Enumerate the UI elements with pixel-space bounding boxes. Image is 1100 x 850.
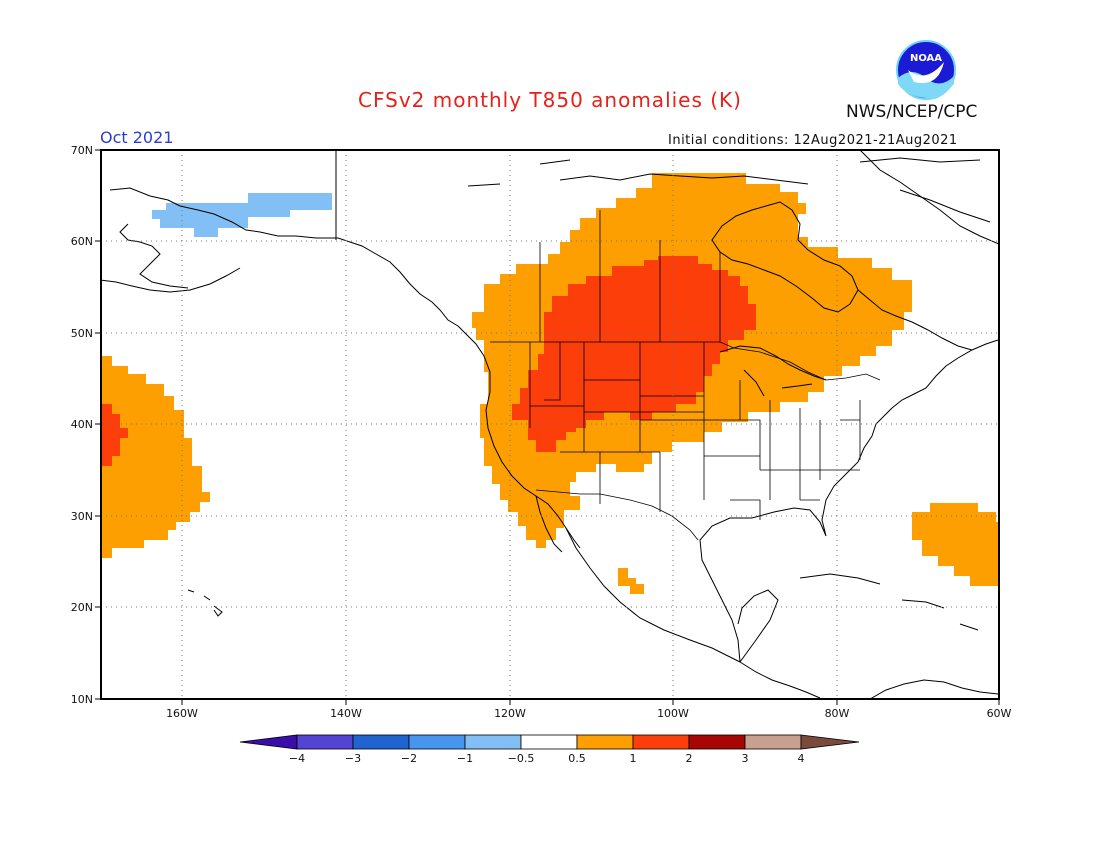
- alaska-coast: [109, 187, 459, 327]
- gulf-coast: [699, 339, 999, 663]
- greenland: [859, 150, 999, 245]
- lon-label: 140W: [330, 707, 362, 720]
- colorbar-swatch: [744, 734, 802, 750]
- lon-label: 100W: [657, 707, 689, 720]
- colorbar-arrow-high: [800, 734, 860, 750]
- colorbar-swatch: [464, 734, 522, 750]
- forecast-month: Oct 2021: [100, 128, 174, 147]
- hudson-bay: [711, 201, 859, 313]
- colorbar-arrow-low: [239, 734, 298, 750]
- south-america: [869, 679, 999, 699]
- warm-anomaly-pacific: [101, 356, 210, 558]
- state-lines: [529, 342, 861, 520]
- colorbar-swatch: [408, 734, 466, 750]
- colorbar-label: −2: [401, 752, 417, 765]
- anomaly-fill-layer: [101, 173, 999, 594]
- hot-anomaly-pacific: [101, 404, 128, 466]
- alaska-west-coast: [119, 223, 189, 289]
- noaa-logo-icon: NOAA: [896, 40, 956, 100]
- west-coast: [457, 325, 581, 549]
- yucatan: [737, 589, 779, 663]
- hot-anomaly-north-america: [512, 256, 756, 452]
- mexico-west-coast: [565, 527, 741, 663]
- lat-label: 70N: [71, 144, 93, 157]
- caribbean: [799, 573, 979, 631]
- aleutians: [101, 267, 241, 293]
- colorbar-swatch: [688, 734, 746, 750]
- coastlines: [101, 150, 999, 699]
- lon-label: 120W: [494, 707, 526, 720]
- colorbar-label: 0.5: [568, 752, 586, 765]
- lat-label: 10N: [71, 693, 93, 706]
- colorbar-label: −4: [289, 752, 305, 765]
- cool-anomaly-alaska: [152, 193, 332, 237]
- logo-text: NOAA: [910, 53, 942, 64]
- colorbar-swatch: [576, 734, 634, 750]
- warm-anomaly-mexico: [618, 568, 644, 594]
- labrador-coast: [857, 289, 973, 351]
- longitude-labels: 160W 140W 120W 100W 80W 60W: [166, 707, 1011, 720]
- central-america: [739, 661, 821, 699]
- great-lakes: [719, 345, 827, 397]
- lon-label: 60W: [987, 707, 1012, 720]
- colorbar-label: 3: [742, 752, 749, 765]
- hawaii: [187, 589, 223, 617]
- colorbar-label: 1: [630, 752, 637, 765]
- colorbar-swatch: [520, 734, 578, 750]
- colorbar-label: −0.5: [508, 752, 535, 765]
- agency-label: NWS/NCEP/CPC: [846, 102, 978, 122]
- colorbar-label: 4: [798, 752, 805, 765]
- initial-conditions: Initial conditions: 12Aug2021-21Aug2021: [668, 133, 958, 148]
- lat-label: 60N: [71, 235, 93, 248]
- axis-ticks: [95, 149, 1000, 705]
- lat-label: 40N: [71, 418, 93, 431]
- lat-label: 30N: [71, 510, 93, 523]
- baja: [535, 495, 563, 553]
- colorbar-label: −3: [345, 752, 361, 765]
- lat-label: 20N: [71, 601, 93, 614]
- colorbar-label: −1: [457, 752, 473, 765]
- lon-label: 80W: [825, 707, 850, 720]
- colorbar-swatch: [632, 734, 690, 750]
- political-borders: [490, 210, 881, 541]
- arctic-islands: [467, 157, 991, 223]
- us-mexico-border: [535, 489, 699, 541]
- lon-label: 160W: [166, 707, 198, 720]
- map-title: CFSv2 monthly T850 anomalies (K): [358, 88, 742, 112]
- colorbar-label: 2: [686, 752, 693, 765]
- warm-anomaly-atlantic: [912, 503, 999, 586]
- colorbar-swatch: [296, 734, 354, 750]
- colorbar-swatch: [352, 734, 410, 750]
- canada-provinces: [539, 210, 721, 342]
- latitude-labels: 70N 60N 50N 40N 30N 20N 10N: [71, 144, 93, 706]
- lat-label: 50N: [71, 327, 93, 340]
- us-canada-border: [490, 341, 881, 381]
- colorbar: −4 −3 −2 −1 −0.5 0.5 1 2 3 4: [239, 734, 860, 765]
